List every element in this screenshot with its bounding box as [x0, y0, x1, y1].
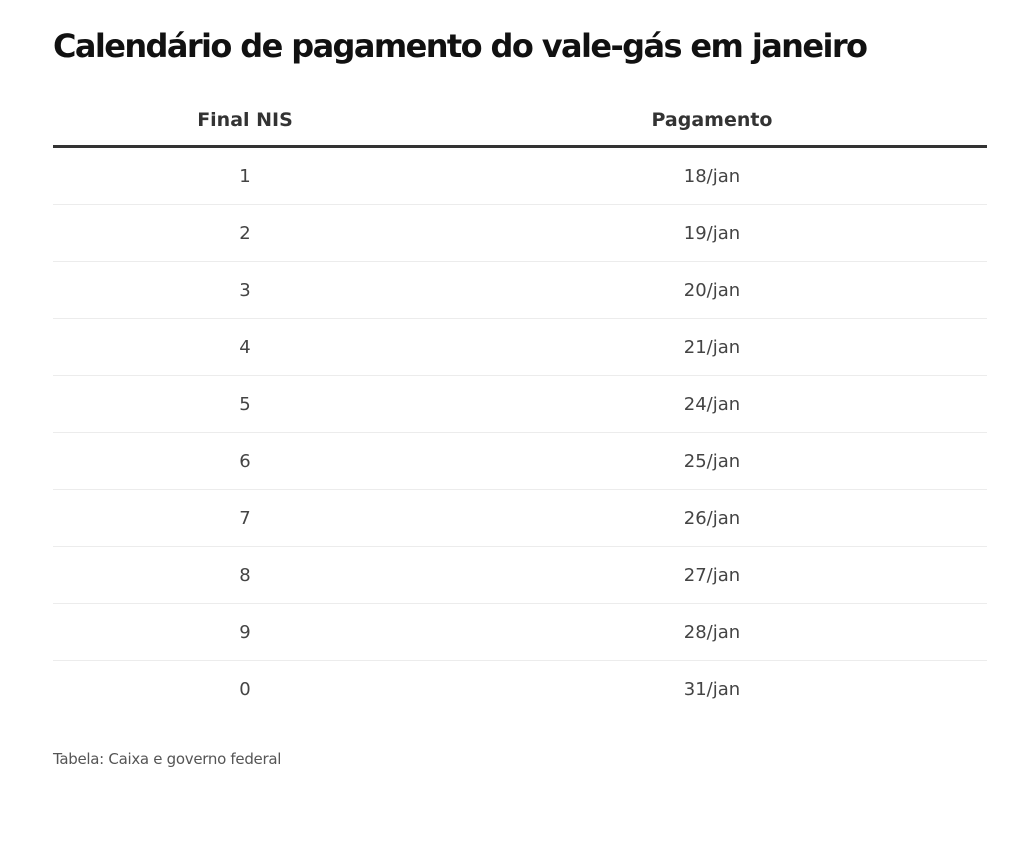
- cell-pagamento: 26/jan: [683, 507, 741, 529]
- table-row: 8 27/jan: [53, 547, 987, 604]
- cell-final-nis: 8: [239, 564, 251, 586]
- cell-final-nis: 3: [239, 279, 251, 301]
- table-row: 3 20/jan: [53, 262, 987, 319]
- cell-pagamento: 27/jan: [683, 564, 741, 586]
- table-row: 9 28/jan: [53, 604, 987, 661]
- cell-pagamento: 31/jan: [683, 678, 741, 700]
- table-source: Tabela: Caixa e governo federal: [53, 750, 282, 768]
- cell-pagamento: 18/jan: [683, 165, 741, 187]
- cell-pagamento: 20/jan: [683, 279, 741, 301]
- cell-final-nis: 4: [239, 336, 251, 358]
- table-row: 1 18/jan: [53, 148, 987, 205]
- cell-pagamento: 25/jan: [683, 450, 741, 472]
- cell-final-nis: 2: [239, 222, 251, 244]
- page-title: Calendário de pagamento do vale-gás em j…: [53, 27, 868, 65]
- table-header-row: Final NIS Pagamento: [53, 94, 987, 148]
- table-row: 2 19/jan: [53, 205, 987, 262]
- table-row: 5 24/jan: [53, 376, 987, 433]
- payment-calendar-table: Final NIS Pagamento 1 18/jan 2 19/jan 3 20/ja…: [53, 94, 987, 717]
- cell-final-nis: 0: [239, 678, 251, 700]
- cell-final-nis: 7: [239, 507, 251, 529]
- cell-final-nis: 1: [239, 165, 251, 187]
- cell-pagamento: 19/jan: [683, 222, 741, 244]
- cell-pagamento: 24/jan: [683, 393, 741, 415]
- cell-pagamento: 21/jan: [683, 336, 741, 358]
- cell-pagamento: 28/jan: [683, 621, 741, 643]
- table-row: 4 21/jan: [53, 319, 987, 376]
- cell-final-nis: 5: [239, 393, 251, 415]
- table-row: 7 26/jan: [53, 490, 987, 547]
- header-pagamento: Pagamento: [651, 108, 773, 131]
- cell-final-nis: 9: [239, 621, 251, 643]
- cell-final-nis: 6: [239, 450, 251, 472]
- table-body: 1 18/jan 2 19/jan 3 20/jan 4 21/jan 5 24/jan 6 25/j…: [53, 148, 987, 717]
- header-final-nis: Final NIS: [197, 108, 293, 131]
- table-row: 6 25/jan: [53, 433, 987, 490]
- table-row: 0 31/jan: [53, 661, 987, 717]
